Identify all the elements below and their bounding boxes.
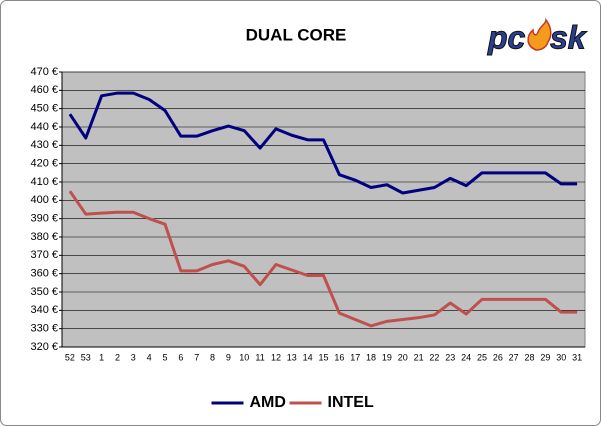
x-tick-label: 24: [461, 352, 471, 362]
x-tick-label: 21: [414, 352, 424, 362]
x-tick-label: 5: [163, 352, 168, 362]
x-tick-label: 28: [525, 352, 535, 362]
logo-text: sk: [550, 19, 588, 55]
y-tick-label: 390 €: [30, 213, 58, 225]
y-tick-label: 430 €: [30, 139, 58, 151]
x-tick-label: 11: [255, 352, 264, 362]
logo-flame: [527, 17, 552, 51]
x-tick-label: 3: [131, 352, 136, 362]
x-tick-label: 20: [398, 352, 408, 362]
x-tick-label: 53: [81, 352, 91, 362]
y-tick-label: 340 €: [30, 304, 58, 316]
y-tick-label: 350 €: [30, 286, 58, 298]
x-tick-label: 26: [493, 352, 503, 362]
legend-label: INTEL: [328, 394, 374, 411]
y-tick-label: 320 €: [30, 341, 58, 353]
x-tick-label: 29: [540, 352, 550, 362]
x-tick-label: 1: [99, 352, 104, 362]
x-tick-label: 17: [350, 352, 360, 362]
y-tick-label: 420 €: [30, 158, 58, 170]
x-tick-label: 8: [210, 352, 215, 362]
x-tick-label: 6: [178, 352, 183, 362]
x-tick-label: 13: [287, 352, 297, 362]
x-tick-label: 2: [115, 352, 120, 362]
y-tick-label: 370 €: [30, 249, 58, 261]
y-tick-label: 450 €: [30, 103, 58, 115]
y-tick-label: 440 €: [30, 121, 58, 133]
x-tick-label: 23: [445, 352, 455, 362]
x-tick-label: 31: [572, 352, 582, 362]
x-tick-label: 10: [239, 352, 249, 362]
line-series: [68, 91, 578, 195]
x-tick-label: 7: [194, 352, 199, 362]
x-tick-label: 30: [556, 352, 566, 362]
y-tick-label: 460 €: [30, 84, 58, 96]
line-series: [68, 190, 578, 328]
legend-label: AMD: [250, 394, 286, 411]
y-tick-label: 330 €: [30, 323, 58, 335]
y-tick-label: 400 €: [30, 194, 58, 206]
x-tick-label: 22: [429, 352, 439, 362]
x-tick-label: 16: [334, 352, 344, 362]
y-tick-label: 360 €: [30, 268, 58, 280]
plot-area: [61, 71, 586, 348]
x-tick-label: 9: [226, 352, 231, 362]
chart-title: DUAL CORE: [246, 25, 347, 44]
x-tick-label: 14: [303, 352, 313, 362]
x-tick-label: 12: [271, 352, 281, 362]
y-tick-label: 410 €: [30, 176, 58, 188]
x-tick-label: 18: [366, 352, 376, 362]
x-tick-label: 27: [509, 352, 519, 362]
x-tick-label: 25: [477, 352, 487, 362]
logo-text: pc: [487, 19, 526, 55]
y-tick-label: 470 €: [30, 66, 58, 78]
logo: pc sk: [487, 17, 588, 56]
x-tick-label: 19: [382, 352, 392, 362]
y-tick-label: 380 €: [30, 231, 58, 243]
x-tick-label: 4: [147, 352, 152, 362]
x-tick-label: 15: [318, 352, 328, 362]
x-tick-label: 52: [65, 352, 75, 362]
